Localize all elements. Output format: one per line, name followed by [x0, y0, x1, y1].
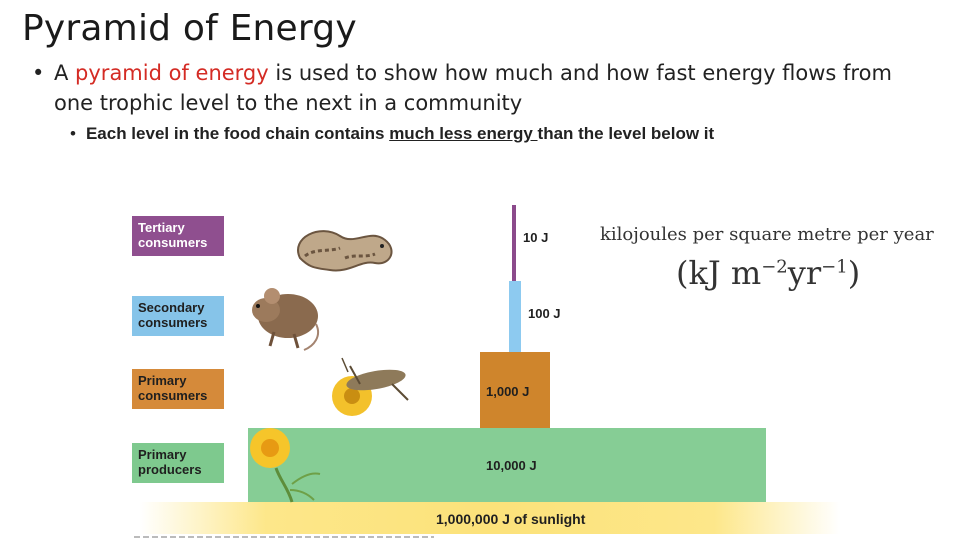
label-secondary-consumers: Secondary consumers [132, 296, 224, 336]
mouse-icon [252, 288, 320, 351]
bar-primary-producers [248, 428, 766, 502]
value-tertiary: 10 J [523, 230, 549, 245]
page-title: Pyramid of Energy [22, 8, 357, 49]
units-formula: (kJ m−2yr−1) [676, 254, 861, 292]
bullet-main: • A pyramid of energy is used to show ho… [32, 58, 932, 118]
highlight-term: pyramid of energy [75, 61, 269, 85]
sunlight-band [140, 502, 840, 534]
bar-primary-consumers [480, 352, 550, 428]
value-secondary: 100 J [528, 306, 561, 321]
units-text: kilojoules per square metre per year [600, 224, 934, 245]
value-sunlight: 1,000,000 J of sunlight [436, 511, 586, 527]
bar-tertiary-consumers [512, 205, 516, 281]
grasshopper-icon [332, 357, 409, 416]
value-primary-consumers: 1,000 J [486, 384, 530, 399]
copyright-line [134, 536, 434, 538]
snake-icon [297, 230, 393, 272]
label-primary-consumers: Primary consumers [132, 369, 224, 409]
label-tertiary-consumers: Tertiary consumers [132, 216, 224, 256]
label-primary-producers: Primary producers [132, 443, 224, 483]
value-primary-producers: 10,000 J [486, 458, 537, 473]
bullet-sub: • Each level in the food chain contains m… [70, 124, 715, 143]
underlined-phrase: much less energy [389, 124, 538, 143]
bullet-main-text: A pyramid of energy is used to show how … [54, 61, 892, 115]
bullet-dot: • [32, 61, 45, 85]
bullet-dot: • [70, 124, 76, 143]
bar-secondary-consumers [509, 281, 521, 352]
flower-icon [250, 428, 321, 503]
